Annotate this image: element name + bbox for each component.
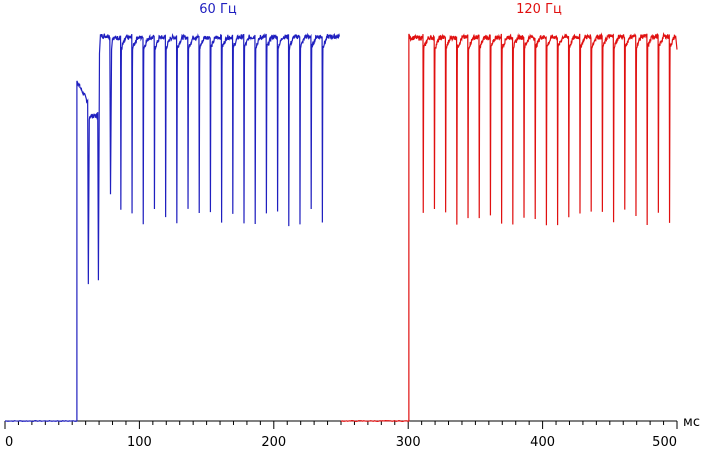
- label-layer: 60 Гц 120 Гц: [199, 2, 562, 17]
- x-tick-label: 300: [396, 435, 421, 449]
- x-tick-label: 0: [5, 435, 13, 449]
- x-tick-label: 200: [261, 435, 286, 449]
- x-axis: 0 100 200 300 400 500 мс: [4, 415, 700, 449]
- x-axis-unit-label: мс: [683, 415, 700, 430]
- series-layer: [4, 31, 678, 423]
- x-tick-label: 100: [127, 435, 152, 449]
- series-line-60hz: [4, 32, 340, 422]
- series-line-120hz: [340, 31, 678, 423]
- series-label: 120 Гц: [516, 2, 562, 17]
- series-label: 60 Гц: [199, 2, 237, 17]
- x-tick-label: 500: [652, 435, 677, 449]
- x-tick-label: 400: [530, 435, 555, 449]
